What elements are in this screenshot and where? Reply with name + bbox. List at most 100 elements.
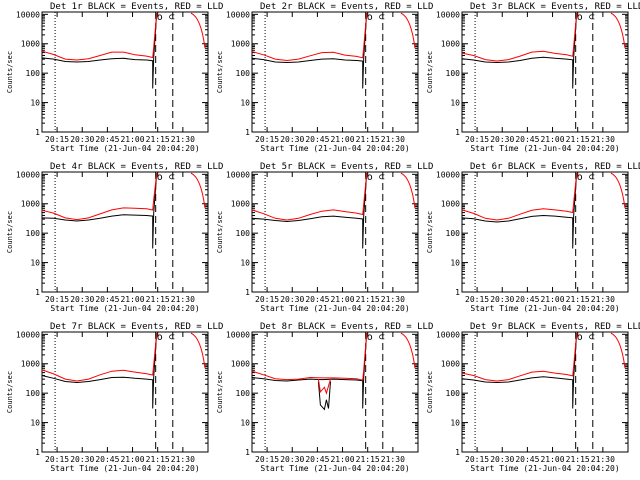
y-tick-label: 1: [245, 448, 250, 457]
lld-decay-line: [190, 332, 206, 369]
y-tick-label: 1000: [231, 40, 250, 49]
lld-series-line: [251, 333, 368, 381]
events-series-line: [41, 13, 158, 89]
x-tick-label: 20:15: [255, 295, 279, 304]
x-tick-label: 21:30: [171, 135, 195, 144]
events-series-line: [461, 333, 578, 409]
y-tick-label: 10000: [16, 10, 40, 19]
y-tick-label: 10: [240, 419, 250, 428]
y-tick-label: 1000: [441, 40, 460, 49]
x-tick-label: 21:15: [566, 135, 590, 144]
saa-marker-label: o ⊂: [577, 332, 595, 343]
x-tick-label: 21:15: [146, 135, 170, 144]
x-tick-label: 20:30: [70, 135, 94, 144]
y-tick-label: 100: [236, 229, 251, 238]
y-axis-label: Counts/sec: [426, 371, 434, 413]
lld-series-line: [461, 333, 578, 382]
y-tick-label: 10000: [226, 10, 250, 19]
y-tick-label: 1000: [231, 200, 250, 209]
y-axis-label: Counts/sec: [6, 51, 14, 93]
x-tick-label: 20:15: [465, 135, 489, 144]
x-tick-label: 21:30: [591, 295, 615, 304]
lld-series-line: [251, 173, 368, 221]
x-tick-label: 21:00: [120, 135, 144, 144]
x-tick-label: 20:30: [70, 295, 94, 304]
y-tick-label: 1: [35, 288, 40, 297]
y-axis-label: Counts/sec: [216, 371, 224, 413]
lld-decay-line: [400, 172, 416, 209]
plot-frame: [461, 331, 629, 453]
y-tick-label: 1000: [441, 200, 460, 209]
y-axis-label: Counts/sec: [216, 51, 224, 93]
x-tick-label: 20:45: [95, 455, 119, 464]
x-tick-label: 21:15: [146, 455, 170, 464]
panel-title: Det 7r BLACK = Events, RED = LLD: [50, 322, 223, 332]
y-tick-label: 1: [35, 448, 40, 457]
x-tick-label: 21:00: [120, 455, 144, 464]
events-dip-line: [317, 381, 331, 411]
x-axis-label: Start Time (21-Jun-04 20:04:20): [470, 304, 619, 313]
events-series-line: [41, 173, 158, 249]
x-axis-label: Start Time (21-Jun-04 20:04:20): [260, 464, 409, 473]
x-tick-label: 20:45: [95, 135, 119, 144]
y-tick-label: 100: [236, 389, 251, 398]
y-tick-label: 1: [455, 128, 460, 137]
y-tick-label: 10: [240, 99, 250, 108]
x-tick-label: 21:15: [356, 295, 380, 304]
detector-panel: Det 4r BLACK = Events, RED = LLD 1 10 100 10…: [6, 162, 223, 313]
x-tick-label: 20:45: [515, 455, 539, 464]
panel-title: Det 1r BLACK = Events, RED = LLD: [50, 2, 223, 12]
y-tick-label: 1: [455, 288, 460, 297]
y-tick-label: 100: [446, 389, 461, 398]
panel-title: Det 2r BLACK = Events, RED = LLD: [260, 2, 433, 12]
x-tick-label: 20:30: [490, 295, 514, 304]
y-tick-label: 1000: [21, 40, 40, 49]
lld-series-line: [461, 173, 578, 221]
y-tick-label: 100: [236, 69, 251, 78]
x-axis-label: Start Time (21-Jun-04 20:04:20): [50, 144, 199, 153]
x-tick-label: 21:00: [330, 295, 354, 304]
x-tick-label: 21:30: [171, 295, 195, 304]
x-tick-label: 20:45: [95, 295, 119, 304]
y-tick-label: 100: [446, 69, 461, 78]
detector-panel: Det 9r BLACK = Events, RED = LLD 1 10 100 10…: [426, 322, 640, 473]
saa-marker-label: o ⊂: [367, 12, 385, 23]
x-tick-label: 20:15: [465, 295, 489, 304]
x-axis-label: Start Time (21-Jun-04 20:04:20): [260, 304, 409, 313]
events-series-line: [251, 173, 368, 249]
saa-marker-label: o ⊂: [367, 172, 385, 183]
y-tick-label: 1000: [231, 360, 250, 369]
y-tick-label: 1000: [441, 360, 460, 369]
lld-series-line: [41, 333, 158, 382]
lld-decay-line: [190, 12, 206, 49]
x-tick-label: 20:30: [280, 455, 304, 464]
x-axis-label: Start Time (21-Jun-04 20:04:20): [50, 304, 199, 313]
x-tick-label: 20:15: [465, 455, 489, 464]
lld-series-line: [41, 13, 158, 61]
lld-series-line: [251, 13, 368, 62]
panel-title: Det 6r BLACK = Events, RED = LLD: [470, 162, 640, 172]
y-axis-label: Counts/sec: [6, 211, 14, 253]
events-series-line: [461, 13, 578, 89]
x-tick-label: 21:15: [566, 295, 590, 304]
plot-frame: [251, 331, 419, 453]
saa-marker-label: o ⊂: [577, 172, 595, 183]
events-series-line: [41, 333, 158, 409]
x-tick-label: 21:00: [330, 455, 354, 464]
detector-panel: Det 8r BLACK = Events, RED = LLD 1 10 100 10…: [216, 322, 433, 473]
y-tick-label: 10: [450, 259, 460, 268]
plot-frame: [41, 11, 209, 133]
y-tick-label: 1: [455, 448, 460, 457]
lld-decay-line: [400, 12, 416, 49]
plot-frame: [461, 171, 629, 293]
y-tick-label: 100: [26, 389, 41, 398]
lld-decay-line: [610, 332, 626, 369]
events-series-line: [251, 333, 368, 409]
events-series-line: [251, 13, 368, 89]
x-tick-label: 20:45: [305, 135, 329, 144]
x-tick-label: 21:15: [356, 455, 380, 464]
plot-frame: [251, 11, 419, 133]
x-tick-label: 21:30: [171, 455, 195, 464]
x-tick-label: 21:30: [381, 455, 405, 464]
y-tick-label: 1000: [21, 360, 40, 369]
